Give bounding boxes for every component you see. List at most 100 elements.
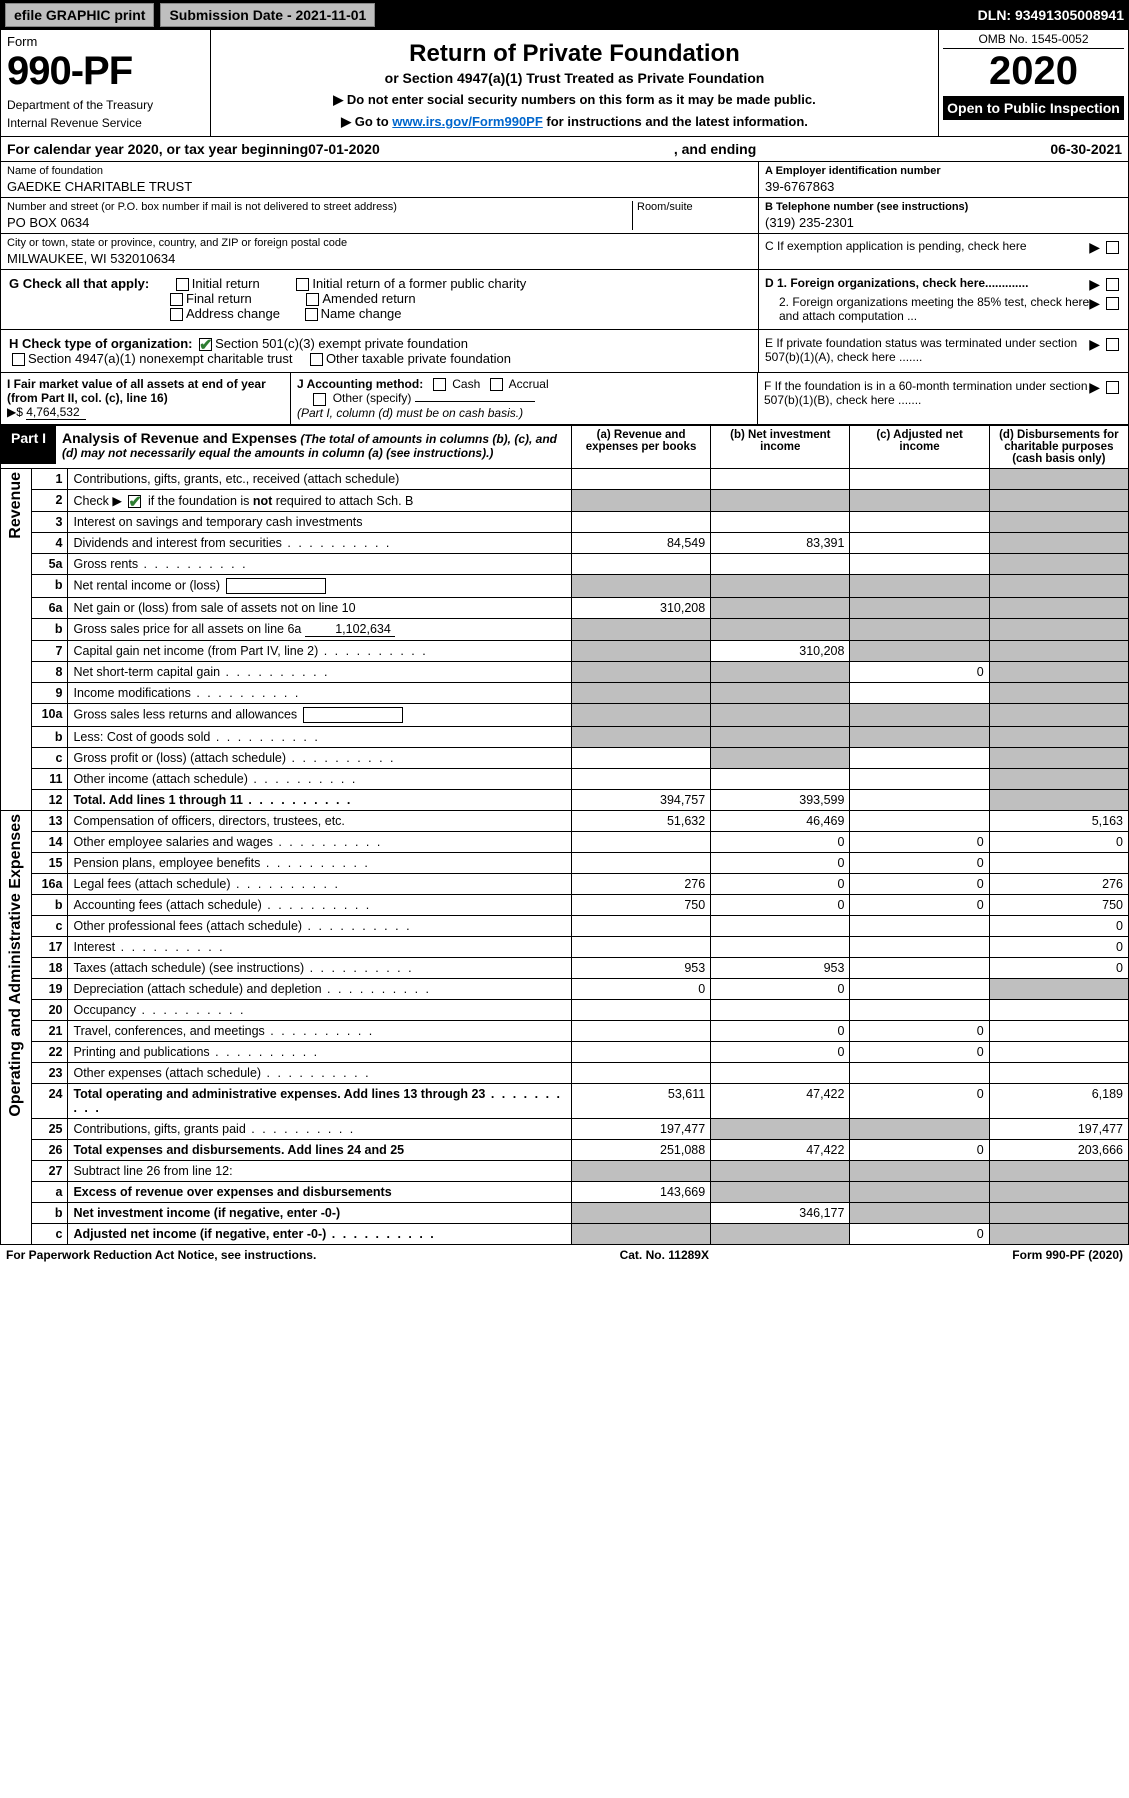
cell-c	[850, 937, 989, 958]
g-final-return-checkbox[interactable]	[170, 293, 183, 306]
cell-a	[571, 853, 710, 874]
d2-label: 2. Foreign organizations meeting the 85%…	[765, 295, 1089, 323]
cell-c: 0	[850, 895, 989, 916]
cell-b	[711, 469, 850, 490]
cell-a	[571, 1000, 710, 1021]
table-row: cOther professional fees (attach schedul…	[1, 916, 1129, 937]
cell-c	[850, 554, 989, 575]
cell-a: 84,549	[571, 533, 710, 554]
cell-c: 0	[850, 832, 989, 853]
h-other-checkbox[interactable]	[310, 353, 323, 366]
cell-c: 0	[850, 1140, 989, 1161]
row-desc: Other expenses (attach schedule)	[68, 1063, 571, 1084]
row-number: c	[32, 916, 68, 937]
cell-b	[711, 1119, 850, 1140]
cell-a	[571, 575, 710, 598]
cell-d: 0	[989, 937, 1128, 958]
c-checkbox[interactable]	[1106, 241, 1119, 254]
cell-b: 46,469	[711, 811, 850, 832]
row-number: b	[32, 727, 68, 748]
g-initial-return-checkbox[interactable]	[176, 278, 189, 291]
cell-d: 5,163	[989, 811, 1128, 832]
tax-year: 2020	[943, 49, 1124, 94]
cal-mid: , and ending	[380, 141, 1051, 157]
cell-c	[850, 641, 989, 662]
row-desc: Net investment income (if negative, ente…	[68, 1203, 571, 1224]
j-accrual-checkbox[interactable]	[490, 378, 503, 391]
table-row: 17Interest0	[1, 937, 1129, 958]
cell-d	[989, 727, 1128, 748]
form-word: Form	[7, 34, 204, 49]
table-row: 26Total expenses and disbursements. Add …	[1, 1140, 1129, 1161]
d1-checkbox[interactable]	[1106, 278, 1119, 291]
row-desc: Compensation of officers, directors, tru…	[68, 811, 571, 832]
cell-c	[850, 490, 989, 512]
row-desc: Total. Add lines 1 through 11	[68, 790, 571, 811]
address-cell: Number and street (or P.O. box number if…	[1, 198, 758, 234]
cell-a	[571, 683, 710, 704]
d2-checkbox[interactable]	[1106, 297, 1119, 310]
tel-label: B Telephone number (see instructions)	[765, 201, 1122, 213]
cell-a	[571, 1042, 710, 1063]
j-other: Other (specify)	[333, 391, 412, 405]
row-number: 19	[32, 979, 68, 1000]
row-number: 1	[32, 469, 68, 490]
cell-c: 0	[850, 662, 989, 683]
row-desc: Subtract line 26 from line 12:	[68, 1161, 571, 1182]
cell-b	[711, 916, 850, 937]
j-cash-checkbox[interactable]	[433, 378, 446, 391]
g-name-change-checkbox[interactable]	[305, 308, 318, 321]
cell-d	[989, 683, 1128, 704]
f-checkbox[interactable]	[1106, 381, 1119, 394]
c-exemption-cell: C If exemption application is pending, c…	[759, 236, 1128, 259]
h-4947-checkbox[interactable]	[12, 353, 25, 366]
j-other-input[interactable]	[415, 401, 535, 402]
cell-a	[571, 937, 710, 958]
inline-box	[303, 707, 403, 723]
schb-checkbox[interactable]	[128, 495, 141, 508]
cell-c	[850, 727, 989, 748]
row-desc: Interest	[68, 937, 571, 958]
goto-post: for instructions and the latest informat…	[543, 114, 808, 129]
efile-print-button[interactable]: efile GRAPHIC print	[5, 3, 154, 27]
cell-a	[571, 554, 710, 575]
table-row: 6aNet gain or (loss) from sale of assets…	[1, 598, 1129, 619]
form990pf-link[interactable]: www.irs.gov/Form990PF	[392, 114, 543, 129]
cell-d	[989, 469, 1128, 490]
g-initial-former-checkbox[interactable]	[296, 278, 309, 291]
cell-c	[850, 811, 989, 832]
goto-pre: ▶ Go to	[341, 114, 392, 129]
cell-c	[850, 683, 989, 704]
e-checkbox[interactable]	[1106, 338, 1119, 351]
table-row: bAccounting fees (attach schedule)750007…	[1, 895, 1129, 916]
row-number: b	[32, 895, 68, 916]
ssn-warning: ▶ Do not enter social security numbers o…	[217, 92, 932, 108]
cell-d	[989, 748, 1128, 769]
row-number: b	[32, 1203, 68, 1224]
e-label: E If private foundation status was termi…	[765, 336, 1089, 364]
cell-b	[711, 769, 850, 790]
table-row: 16aLegal fees (attach schedule)27600276	[1, 874, 1129, 895]
h-501c3-checkbox[interactable]	[199, 338, 212, 351]
row-number: 12	[32, 790, 68, 811]
cal-begin: 07-01-2020	[308, 141, 380, 157]
row-number: b	[32, 619, 68, 641]
row-number: 2	[32, 490, 68, 512]
cell-a	[571, 1161, 710, 1182]
g-amended-checkbox[interactable]	[306, 293, 319, 306]
col-a-header: (a) Revenue and expenses per books	[571, 426, 710, 469]
form-title-block: Return of Private Foundation or Section …	[211, 30, 938, 136]
cell-c	[850, 958, 989, 979]
cell-a: 53,611	[571, 1084, 710, 1119]
g-opt-1: Final return	[186, 291, 252, 306]
table-row: 27Subtract line 26 from line 12:	[1, 1161, 1129, 1182]
d-block: D 1. Foreign organizations, check here..…	[758, 270, 1128, 329]
cell-b	[711, 598, 850, 619]
cell-d	[989, 641, 1128, 662]
cell-d	[989, 662, 1128, 683]
i-label: I Fair market value of all assets at end…	[7, 377, 266, 405]
g-address-change-checkbox[interactable]	[170, 308, 183, 321]
j-other-checkbox[interactable]	[313, 393, 326, 406]
table-row: 22Printing and publications00	[1, 1042, 1129, 1063]
cell-b: 47,422	[711, 1084, 850, 1119]
